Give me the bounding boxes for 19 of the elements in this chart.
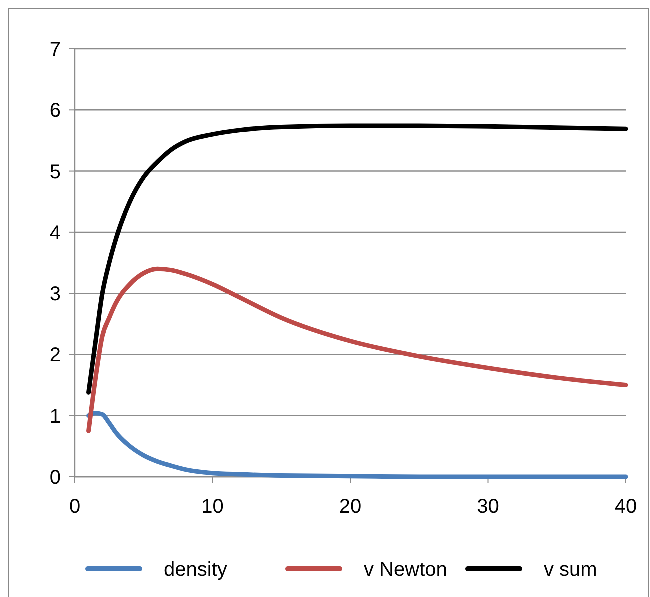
y-tick-label: 4 xyxy=(50,222,61,244)
line-series xyxy=(86,266,628,434)
line-series xyxy=(86,411,628,480)
y-tick-label: 0 xyxy=(50,467,61,489)
y-tick-label: 2 xyxy=(50,344,61,367)
y-tick-label: 1 xyxy=(50,406,61,428)
legend-label: density xyxy=(164,559,228,581)
y-tick-label: 3 xyxy=(50,284,61,306)
x-tick-label: 20 xyxy=(339,496,362,518)
x-tick-label: 0 xyxy=(69,496,81,518)
x-tick-label: 40 xyxy=(614,496,638,518)
legend-label: v Newton xyxy=(364,559,448,581)
legend-label: v sum xyxy=(544,559,598,581)
y-tick-label: 7 xyxy=(50,39,61,61)
y-tick-label: 5 xyxy=(50,161,61,184)
line-series xyxy=(86,124,628,395)
x-tick-label: 10 xyxy=(202,496,224,518)
x-tick-label: 30 xyxy=(477,496,500,518)
y-tick-label: 6 xyxy=(50,100,61,122)
